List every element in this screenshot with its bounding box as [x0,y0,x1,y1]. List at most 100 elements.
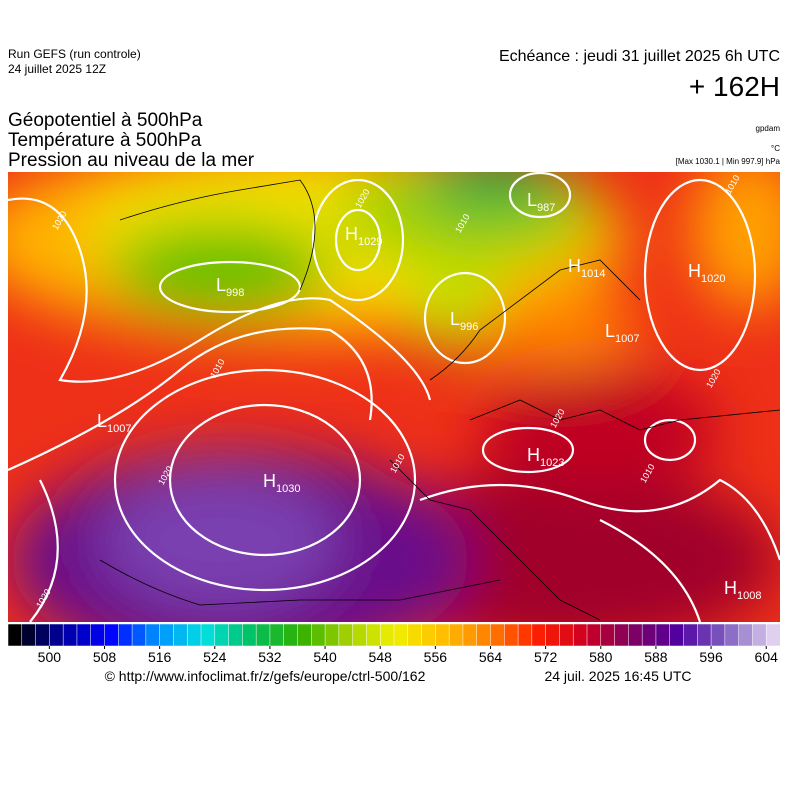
colorbar-cell [173,623,188,647]
system-type: H [688,261,701,281]
pressure-system: L987 [527,190,555,214]
system-type: H [263,471,276,491]
generated: 24 juil. 2025 16:45 UTC [544,668,691,684]
colorbar-cell [90,623,106,647]
pressure-system: H1014 [568,256,605,280]
pressure-system: H1030 [263,471,300,495]
colorbar-label: 556 [424,649,448,665]
colorbar-cell [21,623,37,647]
system-type: H [527,445,540,465]
colorbar-label: 540 [313,649,337,665]
system-type: L [605,321,615,341]
colorbar-cell [724,623,740,647]
colorbar-cell [393,623,409,647]
colorbar-label: 548 [369,649,393,665]
colorbar-cell [462,623,478,647]
colorbar-cell [435,623,450,647]
colorbar-cell [76,623,92,647]
system-value: 1007 [615,333,639,345]
colorbar-cell [228,623,243,647]
system-type: L [97,411,107,431]
colorbar-cell [490,623,505,647]
colorbar-cell [352,623,367,647]
colorbar-cell [35,623,50,647]
system-type: L [527,190,537,210]
colorbar-cell [476,623,492,647]
pressure-system: H1023 [527,445,564,469]
colorbar-cell [131,623,147,647]
colorbar-label: 604 [755,649,779,665]
system-type: L [450,309,460,329]
pressure-system: H1008 [724,578,761,602]
unit: °C [771,144,780,153]
system-value: 998 [226,287,244,299]
colorbar-label: 500 [38,649,62,665]
system-value: 1020 [701,273,725,285]
map [8,172,780,622]
colorbar-cell [517,623,533,647]
system-value: 1023 [540,457,564,469]
colorbar-cell [421,623,436,647]
unit: gpdam [756,124,781,133]
source: © http://www.infoclimat.fr/z/gefs/europe… [105,668,426,684]
run-date: 24 juillet 2025 12Z [8,62,106,76]
colorbar-cell [118,623,133,647]
colorbar-cell [159,623,174,647]
colorbar-cell [572,623,588,647]
colorbar-label: 580 [589,649,613,665]
colorbar-cell [255,623,271,647]
echeance: Echéance : jeudi 31 juillet 2025 6h UTC [499,48,780,65]
colorbar-cell [283,623,299,647]
colorbar-label: 532 [258,649,282,665]
colorbar-cell [738,623,753,647]
colorbar-label: 508 [93,649,117,665]
colorbar-cell [669,623,685,647]
colorbar-cell [628,623,643,647]
pressure-system: L998 [216,275,244,299]
colorbar-cell [7,623,23,647]
colorbar-cell [311,623,326,647]
colorbar-cell [366,623,381,647]
colorbar-cell [504,623,519,647]
colorbar-cell [683,623,698,647]
colorbar-cell [448,623,464,647]
lead-time: + 162H [689,71,780,102]
colorbar-cell [324,623,340,647]
system-type: H [345,224,358,244]
colorbar-cell [559,623,574,647]
colorbar-cell [697,623,712,647]
colorbar-cell [586,623,602,647]
colorbar-label: 588 [644,649,668,665]
unit: [Max 1030.1 | Min 997.9] hPa [676,157,781,166]
pressure-system: H1020 [688,261,725,285]
colorbar-cell [214,623,230,647]
system-value: 1029 [358,236,382,248]
colorbar-label: 596 [699,649,723,665]
colorbar-cell [338,623,354,647]
field: Température à 500hPa [8,130,202,151]
colorbar-cell [710,623,726,647]
pressure-system: L996 [450,309,478,333]
colorbar-cell [655,623,671,647]
colorbar-cell [62,623,78,647]
colorbar-cell [545,623,560,647]
system-value: 1008 [737,590,761,602]
colorbar-cell [200,623,216,647]
system-type: L [216,275,226,295]
system-value: 987 [537,202,555,214]
colorbar-cell [641,623,657,647]
pressure-system: H1029 [345,224,382,248]
colorbar-cell [242,623,257,647]
system-value: 1014 [581,268,605,280]
colorbar-cell [145,623,161,647]
field: Pression au niveau de la mer [8,150,255,171]
system-value: 1030 [276,483,300,495]
colorbar-cell [297,623,312,647]
system-type: H [724,578,737,598]
pressure-system: L1007 [605,321,640,345]
colorbar-cell [614,623,629,647]
colorbar-cell [186,623,202,647]
colorbar-cell [407,623,423,647]
colorbar: 500 508 516 524 532 540 548 556 564 572 580 588 596 6… [7,623,781,665]
